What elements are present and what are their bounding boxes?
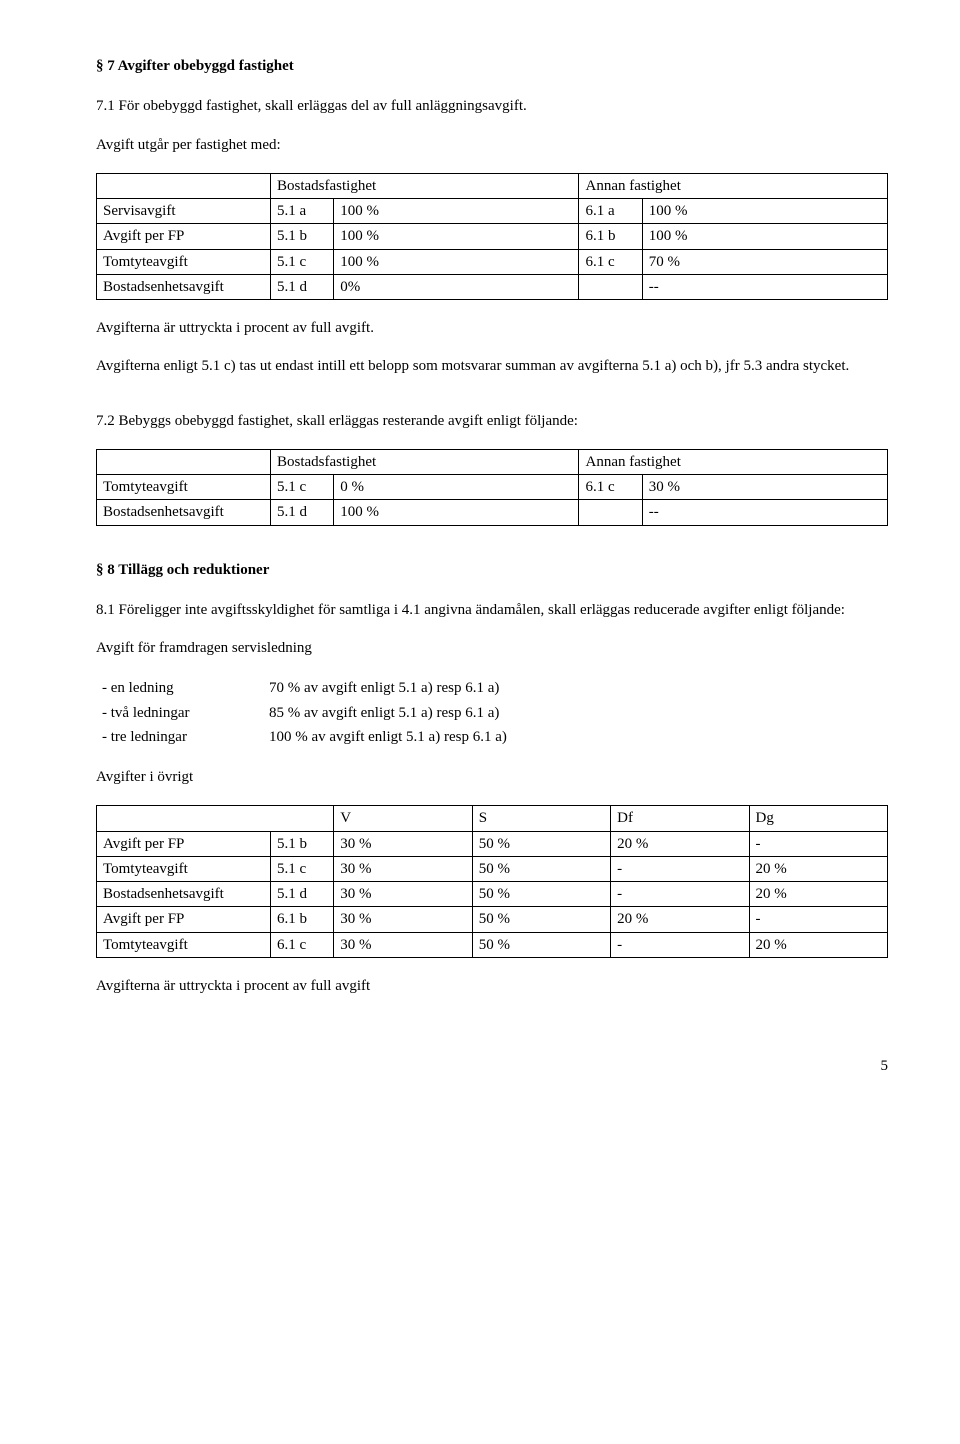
row-label: Tomtyteavgift	[97, 932, 271, 957]
s7-p1: 7.1 För obebyggd fastighet, skall erlägg…	[96, 96, 888, 116]
section-8-heading: § 8 Tillägg och reduktioner	[96, 560, 888, 580]
row-label: Bostadsenhetsavgift	[97, 500, 271, 525]
table-row: Tomtyteavgift 5.1 c 30 % 50 % - 20 %	[97, 856, 888, 881]
row-label: Bostadsenhetsavgift	[97, 882, 271, 907]
list-item: - en ledning 70 % av avgift enligt 5.1 a…	[96, 676, 513, 700]
col-header: Dg	[749, 806, 887, 831]
table-row: Bostadsenhetsavgift 5.1 d 100 % --	[97, 500, 888, 525]
table-row: Servisavgift 5.1 a 100 % 6.1 a 100 %	[97, 199, 888, 224]
col-header: Annan fastighet	[579, 173, 888, 198]
table-row: Bostadsenhetsavgift 5.1 d 30 % 50 % - 20…	[97, 882, 888, 907]
s8-table: V S Df Dg Avgift per FP 5.1 b 30 % 50 % …	[96, 805, 888, 958]
list-item: - två ledningar 85 % av avgift enligt 5.…	[96, 701, 513, 725]
col-header: S	[472, 806, 610, 831]
s7-p4: Avgifterna enligt 5.1 c) tas ut endast i…	[96, 356, 888, 376]
s7-table1: Bostadsfastighet Annan fastighet Servisa…	[96, 173, 888, 300]
table-row: Avgift per FP 5.1 b 100 % 6.1 b 100 %	[97, 224, 888, 249]
table-row: Avgift per FP 6.1 b 30 % 50 % 20 % -	[97, 907, 888, 932]
row-label: Avgift per FP	[97, 907, 271, 932]
row-label: Bostadsenhetsavgift	[97, 274, 271, 299]
table-row: Bostadsenhetsavgift 5.1 d 0% --	[97, 274, 888, 299]
list-item: - tre ledningar 100 % av avgift enligt 5…	[96, 725, 513, 749]
col-header: Bostadsfastighet	[271, 173, 579, 198]
table-row: Bostadsfastighet Annan fastighet	[97, 173, 888, 198]
row-label: Tomtyteavgift	[97, 249, 271, 274]
s7-p5: 7.2 Bebyggs obebyggd fastighet, skall er…	[96, 411, 888, 431]
s8-p4: Avgifterna är uttryckta i procent av ful…	[96, 976, 888, 996]
col-header: Df	[611, 806, 749, 831]
col-header: Annan fastighet	[579, 449, 888, 474]
row-label: Servisavgift	[97, 199, 271, 224]
row-label: Avgift per FP	[97, 224, 271, 249]
table-row: Avgift per FP 5.1 b 30 % 50 % 20 % -	[97, 831, 888, 856]
s7-table2: Bostadsfastighet Annan fastighet Tomtyte…	[96, 449, 888, 526]
page-number: 5	[96, 1056, 888, 1076]
row-label: Tomtyteavgift	[97, 856, 271, 881]
s7-p2: Avgift utgår per fastighet med:	[96, 135, 888, 155]
row-label: Avgift per FP	[97, 831, 271, 856]
s8-p2: Avgift för framdragen servisledning	[96, 638, 888, 658]
table-row: Tomtyteavgift 6.1 c 30 % 50 % - 20 %	[97, 932, 888, 957]
table-row: Tomtyteavgift 5.1 c 0 % 6.1 c 30 %	[97, 475, 888, 500]
section-7-heading: § 7 Avgifter obebyggd fastighet	[96, 56, 888, 76]
col-header: V	[334, 806, 472, 831]
table-row: Tomtyteavgift 5.1 c 100 % 6.1 c 70 %	[97, 249, 888, 274]
s8-p3: Avgifter i övrigt	[96, 767, 888, 787]
s8-p1: 8.1 Föreligger inte avgiftsskyldighet fö…	[96, 600, 888, 620]
s7-p3: Avgifterna är uttryckta i procent av ful…	[96, 318, 888, 338]
table-row: V S Df Dg	[97, 806, 888, 831]
col-header: Bostadsfastighet	[271, 449, 579, 474]
table-row: Bostadsfastighet Annan fastighet	[97, 449, 888, 474]
row-label: Tomtyteavgift	[97, 475, 271, 500]
s8-ledning-list: - en ledning 70 % av avgift enligt 5.1 a…	[96, 676, 513, 749]
